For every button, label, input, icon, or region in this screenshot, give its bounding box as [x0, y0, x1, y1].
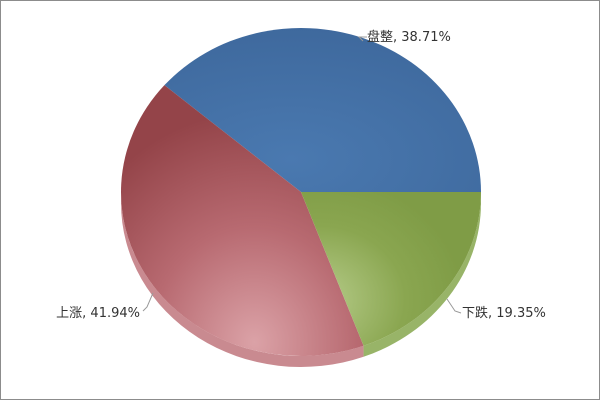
pie-slice-side — [121, 192, 364, 368]
leader-line — [446, 298, 462, 314]
slice-label: 盘整, 38.71% — [367, 29, 451, 45]
slice-label: 下跌, 19.35% — [462, 305, 546, 321]
leader-line — [142, 292, 154, 312]
leader-line — [357, 36, 367, 42]
pie-slice-side — [363, 192, 481, 357]
pie-slice-盘整[interactable] — [164, 27, 482, 192]
pie-slice-上涨[interactable] — [120, 85, 364, 357]
pie-slice-下跌[interactable] — [301, 192, 481, 346]
slice-label: 上涨, 41.94% — [56, 306, 140, 321]
